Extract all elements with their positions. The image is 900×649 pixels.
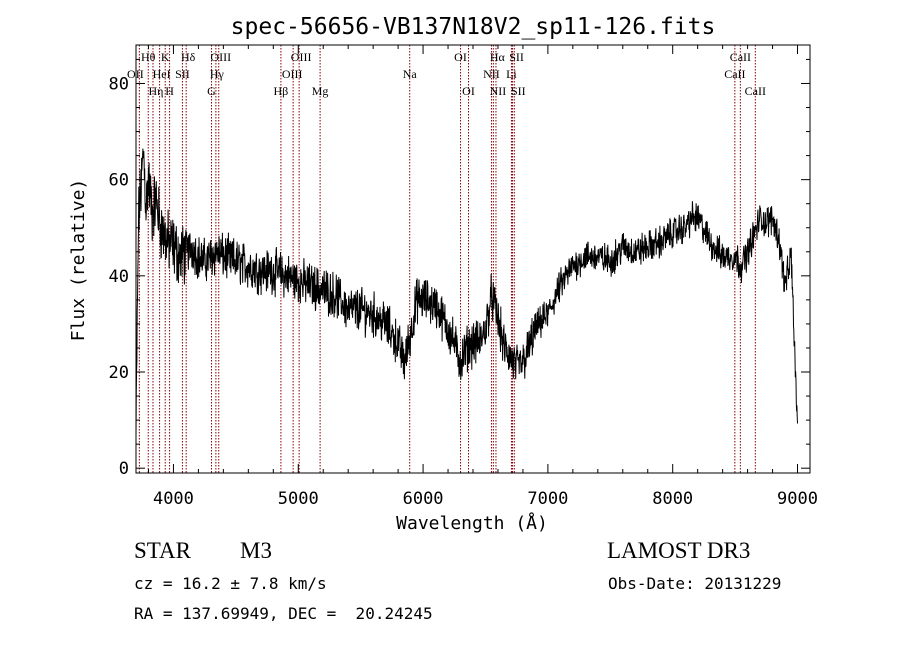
line-label: Hδ [181,50,196,64]
line-label: CaII [724,67,745,81]
x-tick-label: 8000 [652,489,693,509]
line-label: OI [462,84,475,98]
line-label: OIII [282,67,303,81]
line-label: Li [506,67,517,81]
line-label: Hγ [210,67,225,81]
line-label: SII [509,50,524,64]
line-label: CaII [745,84,766,98]
y-axis-label: Flux (relative) [68,179,89,342]
y-tick-label: 20 [109,363,129,383]
coordinates-readout: RA = 137.69949, DEC = 20.24245 [134,604,433,623]
line-label: SII [511,84,526,98]
line-label: SII [175,67,190,81]
y-tick-label: 60 [109,171,129,191]
x-tick-label: 5000 [278,489,319,509]
object-class: STAR [134,538,191,563]
emission-line-labels: Hθ OII Hη K H HeI SII Hδ OIII Hγ G Hβ OIII OIII Mg Na OI… [127,50,766,98]
redshift-readout: cz = 16.2 ± 7.8 km/s [134,574,327,593]
survey-name: LAMOST DR3 [607,538,751,563]
x-tick-label: 4000 [153,489,194,509]
line-label: Hη [148,84,163,98]
line-label: Mg [312,84,329,98]
line-label: H [165,84,174,98]
line-label: NII [490,84,507,98]
line-label: CaII [730,50,751,64]
spectrum-line [135,148,798,438]
line-label: OIII [291,50,312,64]
line-label: K [161,50,170,64]
x-tick-label: 9000 [777,489,818,509]
object-subclass: M3 [240,538,272,563]
line-label: Hθ [141,50,156,64]
chart-title: spec-56656-VB137N18V2_sp11-126.fits [231,14,716,40]
y-tick-label: 80 [109,74,129,94]
line-label: G [207,84,216,98]
line-label: NII [483,67,500,81]
line-label: Hα [490,50,506,64]
line-label: HeI [153,67,171,81]
y-tick-label: 40 [109,267,129,287]
x-axis: 4000 5000 6000 7000 8000 9000 [147,45,818,509]
x-axis-label: Wavelength (Å) [396,512,548,534]
obs-date: Obs-Date: 20131229 [608,574,782,593]
line-label: Na [403,67,418,81]
emission-line-markers [138,45,756,473]
line-label: OI [454,50,467,64]
y-tick-label: 0 [119,459,129,479]
line-label: Hβ [274,84,289,98]
line-label: OII [127,67,144,81]
spectrum-series [135,148,798,438]
y-axis: 0 20 40 60 80 [109,58,810,479]
x-tick-label: 6000 [403,489,444,509]
line-label: OIII [210,50,231,64]
x-tick-label: 7000 [527,489,568,509]
